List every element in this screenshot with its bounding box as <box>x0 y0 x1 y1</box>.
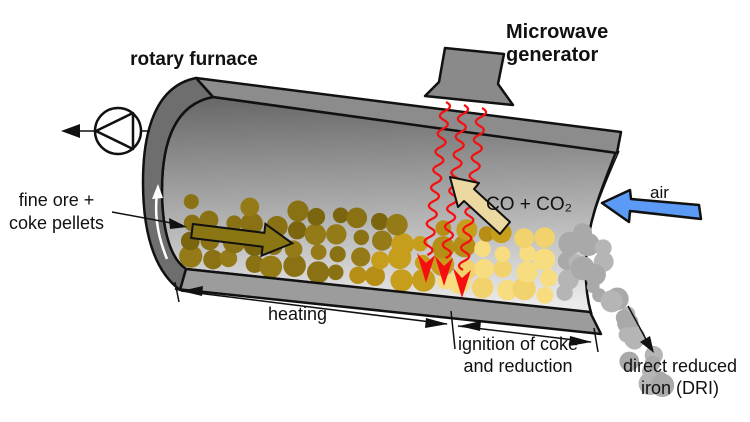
microwave-arrowhead <box>435 256 453 286</box>
pellet <box>310 244 327 260</box>
pellet <box>219 249 238 268</box>
pellet <box>456 219 478 241</box>
pellet <box>327 264 344 281</box>
pellet <box>179 244 203 268</box>
pellet <box>329 246 346 263</box>
pellet <box>283 254 306 277</box>
pellet <box>288 221 307 240</box>
dri-arrow <box>627 305 654 353</box>
pellet <box>474 259 495 279</box>
microwave-wave <box>423 100 452 257</box>
gas-flow-arrow <box>449 176 511 235</box>
air-arrow <box>600 188 703 224</box>
air-label: air <box>650 183 669 202</box>
pellet <box>494 246 511 262</box>
dri-label: direct reduced iron (DRI) <box>622 356 738 398</box>
heating-zone-label: heating <box>268 304 328 324</box>
dri-pellet <box>584 264 606 286</box>
dri-pellet <box>600 290 623 313</box>
pellet <box>533 248 556 271</box>
dimension-ignition <box>450 310 599 353</box>
dri-pellet <box>576 232 600 257</box>
vacuum-pump-icon <box>61 106 150 156</box>
pellet <box>203 249 223 270</box>
pellet <box>372 230 393 251</box>
pellet <box>536 286 554 304</box>
microwave-generator-label: Microwave generator <box>506 21 609 66</box>
pellet <box>474 240 491 258</box>
pellet <box>240 197 260 217</box>
pellet <box>304 223 327 246</box>
pellet <box>516 261 538 283</box>
pellet <box>512 277 536 301</box>
pellet <box>349 266 367 284</box>
pellet <box>386 213 408 236</box>
dri-pellet <box>594 239 612 257</box>
pellet <box>287 200 309 222</box>
pellet <box>371 212 389 231</box>
rotation-arrow-icon <box>152 184 169 260</box>
pellet <box>365 266 385 286</box>
pellet <box>183 194 199 210</box>
furnace-right-edge <box>585 150 620 315</box>
dri-pellet <box>644 355 661 372</box>
rotary-furnace-label: rotary furnace <box>130 49 258 70</box>
pellet <box>540 269 558 287</box>
pellet <box>226 215 242 231</box>
pellet <box>351 247 371 267</box>
pellet <box>519 245 536 262</box>
pellet <box>353 229 369 246</box>
pellet <box>259 255 283 279</box>
feed-leader-arrow <box>111 211 187 229</box>
pellet <box>240 212 263 235</box>
ignition-zone-label: ignition of coke and reduction <box>457 334 579 376</box>
microwave-generator-shape <box>423 46 515 107</box>
pellet <box>326 224 347 245</box>
dri-pellet <box>619 351 640 372</box>
pellet <box>307 207 326 226</box>
pellet <box>534 227 555 248</box>
pellet <box>391 233 414 256</box>
offgas-label: CO + CO₂ <box>486 194 573 215</box>
material-flow-arrow <box>190 222 295 258</box>
pellet <box>412 268 436 292</box>
pellet <box>346 207 368 229</box>
pellet <box>332 207 349 224</box>
pellet <box>493 259 512 278</box>
dri-pellet <box>650 373 675 397</box>
microwave-arrowhead <box>453 268 471 298</box>
pellet <box>514 228 534 249</box>
pellet <box>456 259 477 280</box>
pellet <box>371 251 390 270</box>
dimension-heating <box>174 281 448 328</box>
pellet <box>471 276 494 299</box>
microwave-arrowhead <box>417 253 435 283</box>
dri-pellet <box>623 326 646 349</box>
dri-pellet-spill <box>568 223 675 397</box>
pellet <box>245 254 264 273</box>
pellet <box>307 261 330 284</box>
pellet <box>497 279 518 301</box>
pellet <box>390 269 413 292</box>
pellet <box>478 226 495 242</box>
feed-label: fine ore + coke pellets <box>8 190 105 234</box>
